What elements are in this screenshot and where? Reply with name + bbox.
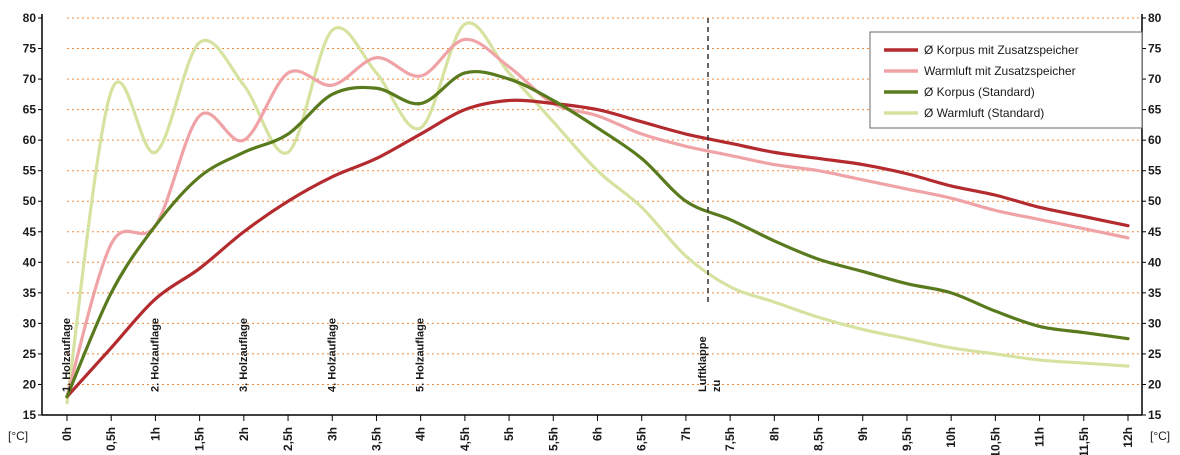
- legend-label: Ø Warmluft (Standard): [924, 106, 1044, 120]
- y-tick-label-right: 40: [1148, 255, 1162, 269]
- x-tick-label: 6h: [591, 427, 605, 441]
- series-line-1: [65, 98, 1130, 399]
- x-tick-label: 2,5h: [281, 427, 295, 451]
- x-tick-label: 9h: [856, 427, 870, 441]
- y-tick-label-left: 55: [23, 164, 37, 178]
- x-tick-label: 11,5h: [1077, 427, 1091, 455]
- y-tick-label-right: 25: [1148, 347, 1162, 361]
- y-tick-label-left: 40: [23, 255, 37, 269]
- y-tick-label-left: 15: [23, 408, 37, 422]
- y-tick-label-right: 35: [1148, 286, 1162, 300]
- annotation-label: 5. Holzauflage: [415, 318, 427, 392]
- y-tick-label-left: 75: [23, 42, 37, 56]
- x-tick-label: 1h: [148, 427, 162, 441]
- x-tick-label: 12h: [1121, 427, 1135, 448]
- y-tick-label-right: 80: [1148, 11, 1162, 25]
- x-tick-label: 8h: [767, 427, 781, 441]
- x-tick-label: 1,5h: [193, 427, 207, 451]
- y-tick-label-left: 50: [23, 194, 37, 208]
- y-tick-label-left: 35: [23, 286, 37, 300]
- annotation-label: zu: [711, 380, 723, 392]
- x-tick-label: 10,5h: [988, 427, 1002, 455]
- legend: Ø Korpus mit Zusatzspeicher Warmluft mit …: [869, 31, 1143, 129]
- y-tick-label-right: 45: [1148, 225, 1162, 239]
- x-tick-label: 10h: [944, 427, 958, 448]
- y-tick-label-right: 15: [1148, 408, 1162, 422]
- x-tick-label: 3h: [325, 427, 339, 441]
- y-tick-label-left: 20: [23, 377, 37, 391]
- x-tick-label: 11h: [1033, 427, 1047, 447]
- x-tick-label: 7h: [679, 427, 693, 441]
- y-tick-label-right: 20: [1148, 377, 1162, 391]
- y-tick-label-left: 80: [23, 11, 37, 25]
- annotation-label: 1. Holzauflage: [61, 318, 73, 392]
- x-tick-label: 4,5h: [458, 427, 472, 451]
- y-tick-label-right: 60: [1148, 133, 1162, 147]
- annotation-label: Luftklappe: [697, 336, 709, 392]
- x-tick-label: 0,5h: [104, 427, 118, 451]
- x-tick-label: 5h: [502, 427, 516, 441]
- y-tick-label-left: 30: [23, 316, 37, 330]
- y-tick-label-right: 70: [1148, 72, 1162, 86]
- x-tick-label: 6,5h: [635, 427, 649, 451]
- series-line-2: [65, 37, 1130, 399]
- y-tick-label-left: 25: [23, 347, 37, 361]
- y-tick-label-right: 50: [1148, 194, 1162, 208]
- y-tick-label-right: 65: [1148, 103, 1162, 117]
- x-axis-ticks: 0h 0,5h 1h 1,5h 2h 2,5h 3h 3,5h 4h 4,5h 5h 5,5h 6h 6,…: [60, 415, 1135, 455]
- x-tick-label: 7,5h: [723, 427, 737, 451]
- y-tick-label-right: 75: [1148, 42, 1162, 56]
- x-tick-label: 4h: [414, 427, 428, 441]
- x-tick-label: 8,5h: [812, 427, 826, 451]
- y-tick-label-left: 70: [23, 72, 37, 86]
- annotation-label: 2. Holzauflage: [149, 318, 161, 392]
- y-tick-label-left: 45: [23, 225, 37, 239]
- series-lines: [65, 21, 1130, 405]
- y-axis-unit-left: [°C]: [8, 429, 28, 443]
- y-tick-label-left: 65: [23, 103, 37, 117]
- y-tick-label-right: 55: [1148, 164, 1162, 178]
- annotations: 1. Holzauflage 2. Holzauflage 3. Holzaufla…: [61, 18, 723, 392]
- annotation-label: 3. Holzauflage: [238, 318, 250, 392]
- annotation-label: 4. Holzauflage: [326, 318, 338, 392]
- y-tick-label-right: 30: [1148, 316, 1162, 330]
- x-tick-label: 2h: [237, 427, 251, 441]
- y-axis-left-ticks: 80 75 70 65 60 55 50 45 40 35 30 25 20 15: [23, 11, 37, 422]
- x-tick-label: 0h: [60, 427, 74, 441]
- x-tick-label: 5,5h: [546, 427, 560, 451]
- x-tick-label: 3,5h: [369, 427, 383, 451]
- legend-label: Ø Korpus mit Zusatzspeicher: [924, 43, 1079, 57]
- x-tick-label: 9,5h: [900, 427, 914, 451]
- y-axis-right-ticks: 80 75 70 65 60 55 50 45 40 35 30 25 20 15: [1148, 11, 1162, 422]
- series-line-3: [65, 69, 1130, 399]
- legend-label: Warmluft mit Zusatzspeicher: [924, 64, 1076, 78]
- y-tick-label-left: 60: [23, 133, 37, 147]
- y-axis-unit-right: [°C]: [1150, 429, 1170, 443]
- legend-label: Ø Korpus (Standard): [924, 85, 1035, 99]
